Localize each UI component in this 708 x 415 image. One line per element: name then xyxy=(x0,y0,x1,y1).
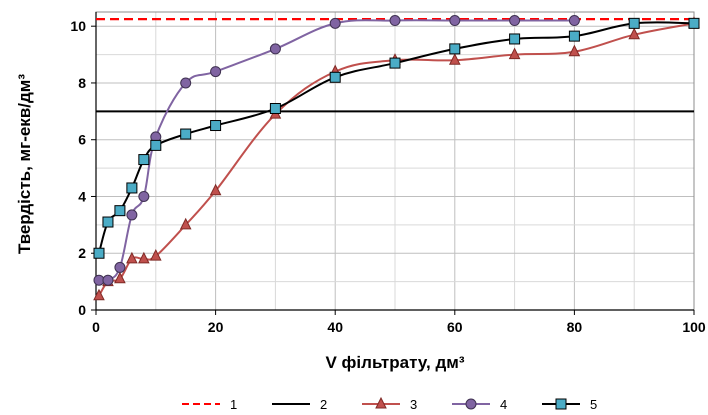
y-axis-label: Твердість, мг-екв/дм³ xyxy=(15,74,34,254)
series-line-5 xyxy=(98,21,695,254)
data-point-3 xyxy=(628,27,641,40)
data-point-5 xyxy=(688,17,700,29)
legend-label-2: 2 xyxy=(320,397,327,412)
legend-marker-4 xyxy=(465,398,477,410)
axes xyxy=(95,11,695,311)
data-point-5 xyxy=(150,139,162,151)
x-tick-label: 80 xyxy=(567,319,583,335)
x-tick-label: 0 xyxy=(92,319,100,335)
data-point-3 xyxy=(93,288,105,301)
data-point-5 xyxy=(180,128,192,140)
legend-marker-3 xyxy=(375,396,387,409)
y-tick-label: 4 xyxy=(78,188,86,204)
y-tick-label: 2 xyxy=(78,245,86,261)
x-tick-label: 100 xyxy=(682,319,706,335)
series-5 xyxy=(93,17,700,259)
data-point-5 xyxy=(126,182,138,194)
data-point-4 xyxy=(126,209,138,221)
x-tick-label: 40 xyxy=(327,319,343,335)
data-point-4 xyxy=(449,15,461,27)
series-line-3 xyxy=(98,22,695,297)
data-point-5 xyxy=(449,43,461,55)
x-axis-label: V фільтрату, дм³ xyxy=(326,353,465,372)
x-tick-labels: 0 20 40 60 80 100 xyxy=(92,310,706,335)
data-point-3 xyxy=(126,251,138,264)
data-point-4 xyxy=(329,17,341,29)
legend-marker-5 xyxy=(555,398,567,410)
data-point-4 xyxy=(210,66,222,78)
data-point-4 xyxy=(180,77,192,89)
legend-label-5: 5 xyxy=(590,397,597,412)
data-point-5 xyxy=(138,154,150,166)
data-point-4 xyxy=(389,15,401,27)
data-point-4 xyxy=(114,261,126,273)
x-tick-label: 60 xyxy=(447,319,463,335)
data-point-5 xyxy=(93,247,105,259)
data-point-3 xyxy=(149,248,162,261)
y-tick-label: 10 xyxy=(70,18,86,34)
data-point-5 xyxy=(509,33,521,45)
data-point-4 xyxy=(102,274,114,286)
series-4 xyxy=(93,15,580,286)
data-point-3 xyxy=(114,271,126,284)
data-point-5 xyxy=(269,102,281,114)
y-tick-label: 8 xyxy=(78,75,86,91)
y-tick-label: 6 xyxy=(78,132,86,148)
data-point-4 xyxy=(138,190,150,202)
data-point-4 xyxy=(269,43,281,55)
data-point-5 xyxy=(389,57,401,69)
y-tick-label: 0 xyxy=(78,302,86,318)
data-point-3 xyxy=(508,47,521,60)
data-point-4 xyxy=(509,15,521,27)
data-point-5 xyxy=(114,205,126,217)
data-point-5 xyxy=(329,71,341,83)
data-point-4 xyxy=(568,15,580,27)
legend-label-4: 4 xyxy=(500,397,507,412)
legend: 1 2 3 4 5 xyxy=(182,396,597,412)
y-tick-labels: 0 2 4 6 8 10 xyxy=(70,18,96,318)
data-point-3 xyxy=(568,44,581,57)
x-tick-label: 20 xyxy=(208,319,224,335)
legend-label-3: 3 xyxy=(410,397,417,412)
data-point-5 xyxy=(102,216,114,228)
data-point-3 xyxy=(448,53,461,65)
data-point-5 xyxy=(628,17,640,29)
legend-label-1: 1 xyxy=(230,397,237,412)
data-point-5 xyxy=(568,30,580,42)
data-point-3 xyxy=(138,251,150,264)
data-point-5 xyxy=(210,120,222,132)
data-point-3 xyxy=(179,217,192,230)
data-point-3 xyxy=(209,183,222,196)
series-group xyxy=(93,15,700,301)
